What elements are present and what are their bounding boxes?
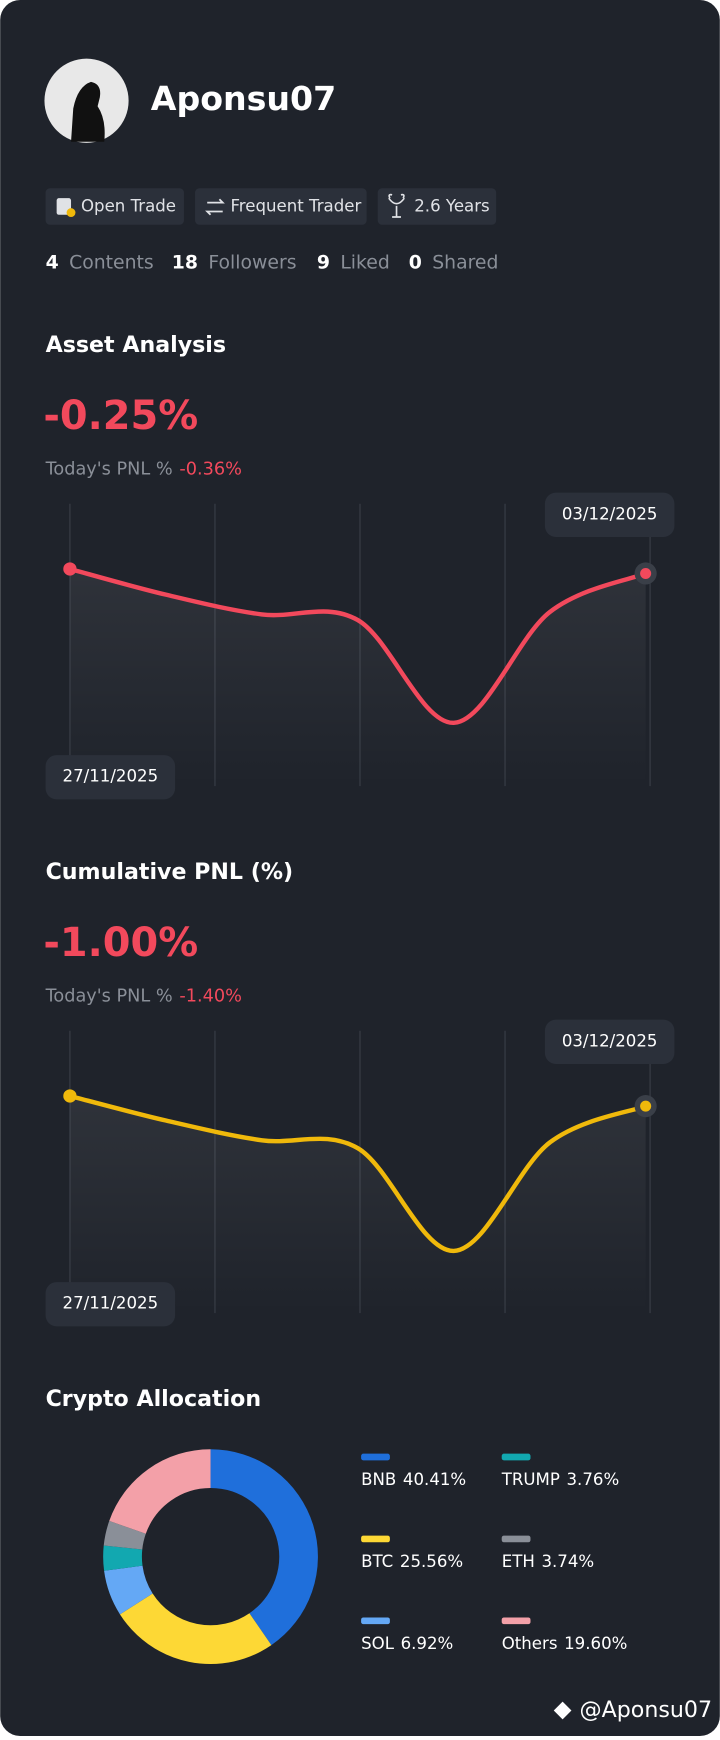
area <box>69 568 646 787</box>
legend-entry: Others 19.60% <box>502 1634 628 1653</box>
legend-value: 3.74% <box>541 1552 594 1571</box>
legend-swatch <box>361 1535 390 1543</box>
badge-label: 2.6 Years <box>414 197 489 216</box>
legend-name: Others <box>502 1634 558 1653</box>
legend-entry: ETH 3.74% <box>502 1552 594 1571</box>
legend-entry: TRUMP 3.76% <box>501 1470 620 1489</box>
donut-segment <box>103 1520 146 1551</box>
date-tag <box>45 1282 176 1327</box>
badge <box>45 188 184 225</box>
today-value: -1.40% <box>179 986 242 1006</box>
date-tag <box>45 755 176 800</box>
date-label: 27/11/2025 <box>63 767 159 786</box>
stat-label: Followers <box>208 252 296 273</box>
legend-value: 19.60% <box>564 1634 627 1653</box>
badge-icon <box>66 208 76 217</box>
legend-name: TRUMP <box>501 1470 560 1489</box>
badge <box>377 188 497 225</box>
stat-value: 18 <box>172 252 198 273</box>
date-label: 03/12/2025 <box>562 504 658 523</box>
stat-value: 4 <box>46 252 59 273</box>
donut-segment <box>104 1564 154 1615</box>
today-pnl: Today's PNL % -0.36% <box>45 459 242 479</box>
today-label: Today's PNL % <box>45 459 173 479</box>
date-label: 27/11/2025 <box>63 1294 159 1313</box>
avatar-figure <box>71 81 105 142</box>
legend-entry: SOL 6.92% <box>361 1634 453 1653</box>
stat: 18 Followers <box>172 252 297 273</box>
legend-name: BNB <box>361 1470 396 1489</box>
donut-segment <box>109 1449 212 1535</box>
watermark-logo <box>553 1701 572 1720</box>
section-title: Asset Analysis <box>46 332 226 358</box>
date-tag <box>544 1019 675 1064</box>
date-tag <box>544 492 675 537</box>
section-title: Cumulative PNL (%) <box>46 859 294 885</box>
legend-entry: BNB 40.41% <box>361 1470 466 1489</box>
username: Aponsu07 <box>151 79 337 118</box>
end-point <box>640 1100 652 1112</box>
legend-name: ETH <box>502 1552 535 1571</box>
legend-name: SOL <box>361 1634 395 1653</box>
stat: 9 Liked <box>317 252 390 273</box>
donut-segment <box>119 1592 272 1665</box>
area <box>69 1095 646 1314</box>
badge-label: Frequent Trader <box>230 197 361 216</box>
legend-name: BTC <box>361 1552 393 1571</box>
headline-value: -0.25% <box>43 393 198 439</box>
today-value: -0.36% <box>179 459 242 479</box>
badge <box>195 188 367 225</box>
end-point <box>640 567 652 580</box>
legend-entry: BTC 25.56% <box>361 1552 463 1571</box>
stat-value: 0 <box>409 252 422 273</box>
badge-icon <box>205 198 225 216</box>
legend-swatch <box>361 1453 390 1461</box>
badge-label: Open Trade <box>81 197 176 216</box>
stat-label: Shared <box>432 252 498 273</box>
donut-segment <box>103 1545 143 1571</box>
line <box>67 1093 648 1254</box>
stat: 0 Shared <box>409 252 499 273</box>
legend-swatch <box>501 1535 531 1543</box>
stat: 4 Contents <box>46 252 154 273</box>
today-pnl: Today's PNL % -1.40% <box>45 986 242 1006</box>
badge-icon <box>388 193 405 218</box>
today-label: Today's PNL % <box>45 986 173 1006</box>
watermark: @Aponsu07 <box>579 1697 712 1723</box>
legend-value: 3.76% <box>566 1470 619 1489</box>
donut-segment <box>209 1449 318 1646</box>
section-title: Crypto Allocation <box>46 1386 262 1412</box>
line <box>67 566 648 726</box>
legend-value: 25.56% <box>400 1552 463 1571</box>
stat-value: 9 <box>317 252 330 273</box>
legend-swatch <box>361 1617 390 1625</box>
legend-swatch <box>501 1453 531 1461</box>
start-point <box>63 1089 77 1103</box>
stat-label: Contents <box>69 252 154 273</box>
date-label: 03/12/2025 <box>562 1031 658 1050</box>
legend-value: 6.92% <box>401 1634 454 1653</box>
start-point <box>63 562 77 576</box>
legend-value: 40.41% <box>403 1470 466 1489</box>
legend-swatch <box>501 1617 531 1625</box>
stat-label: Liked <box>340 252 389 273</box>
headline-value: -1.00% <box>43 920 198 966</box>
